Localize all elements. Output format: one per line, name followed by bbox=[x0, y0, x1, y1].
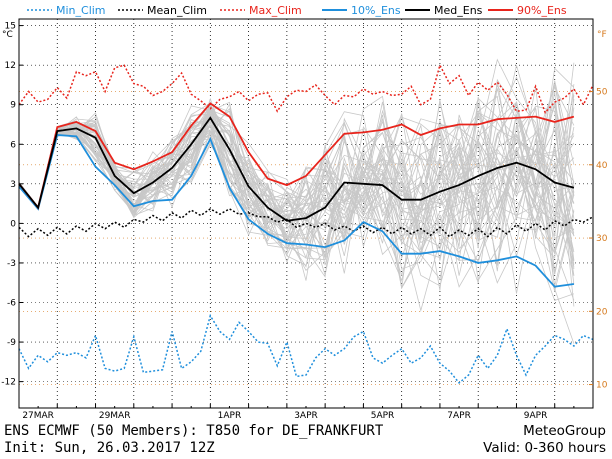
footer-brand: MeteoGroup bbox=[523, 423, 606, 439]
y-right-tick-label: 20 bbox=[596, 307, 608, 317]
series-med-ens bbox=[18, 116, 575, 222]
legend: Min_Clim Mean_Clim Max_Clim 10%_Ens Med_… bbox=[27, 4, 567, 17]
x-axis: 27MAR 29MAR 1APR 3APR 5APR 7APR 9APR bbox=[18, 404, 594, 421]
member-line bbox=[18, 108, 575, 254]
legend-mean-clim-label: Mean_Clim bbox=[147, 4, 207, 17]
member-line bbox=[18, 114, 575, 264]
footer-title: ENS ECMWF (50 Members): T850 for DE_FRAN… bbox=[4, 423, 384, 439]
footer-valid: Valid: 0-360 hours bbox=[483, 440, 606, 456]
y-tick-label: 6 bbox=[10, 140, 16, 150]
y-unit-right: °F bbox=[597, 30, 607, 40]
legend-p90-label: 90%_Ens bbox=[517, 4, 567, 17]
series-lines bbox=[18, 63, 594, 384]
legend-max-clim-label: Max_Clim bbox=[249, 4, 302, 17]
y-tick-label: 15 bbox=[5, 22, 16, 32]
series-90-ens bbox=[18, 102, 575, 210]
y-tick-label: 12 bbox=[5, 61, 16, 71]
footer-init: Init: Sun, 26.03.2017 12Z bbox=[4, 440, 215, 456]
series-min-clim bbox=[18, 313, 594, 384]
y-tick-label: -6 bbox=[7, 299, 16, 309]
y-axis-right: 50 40 30 20 10 bbox=[589, 88, 608, 391]
legend-med-label: Med_Ens bbox=[434, 4, 483, 17]
series-max-clim bbox=[18, 63, 594, 115]
series-10-ens bbox=[18, 134, 575, 288]
y-tick-label: 3 bbox=[10, 180, 16, 190]
x-tick-label: 5APR bbox=[371, 411, 395, 421]
y-tick-label: 9 bbox=[10, 101, 16, 111]
x-tick-label: 3APR bbox=[294, 411, 318, 421]
legend-min-clim-label: Min_Clim bbox=[56, 4, 106, 17]
x-tick-label: 1APR bbox=[218, 411, 242, 421]
x-tick-label: 27MAR bbox=[22, 411, 54, 421]
y-right-tick-label: 50 bbox=[596, 88, 608, 98]
member-line bbox=[18, 84, 575, 259]
y-axis-left: 15 12 9 6 3 0 -3 -6 -9 -12 bbox=[1, 22, 23, 388]
legend-p10-label: 10%_Ens bbox=[351, 4, 401, 17]
y-tick-label: -12 bbox=[1, 378, 16, 388]
y-right-tick-label: 40 bbox=[596, 161, 608, 171]
x-tick-label: 7APR bbox=[447, 411, 471, 421]
y-right-tick-label: 30 bbox=[596, 234, 608, 244]
footer: ENS ECMWF (50 Members): T850 for DE_FRAN… bbox=[0, 421, 612, 459]
member-line bbox=[18, 111, 575, 275]
y-right-tick-label: 10 bbox=[596, 381, 608, 391]
x-tick-label: 9APR bbox=[524, 411, 548, 421]
temperature-chart: Min_Clim Mean_Clim Max_Clim 10%_Ens Med_… bbox=[1, 4, 608, 421]
ensemble-members bbox=[18, 58, 575, 344]
y-tick-label: -9 bbox=[7, 338, 16, 348]
y-unit-left: °C bbox=[2, 30, 13, 40]
y-tick-label: -3 bbox=[7, 259, 16, 269]
y-tick-label: 0 bbox=[10, 219, 16, 229]
x-tick-label: 29MAR bbox=[99, 411, 131, 421]
